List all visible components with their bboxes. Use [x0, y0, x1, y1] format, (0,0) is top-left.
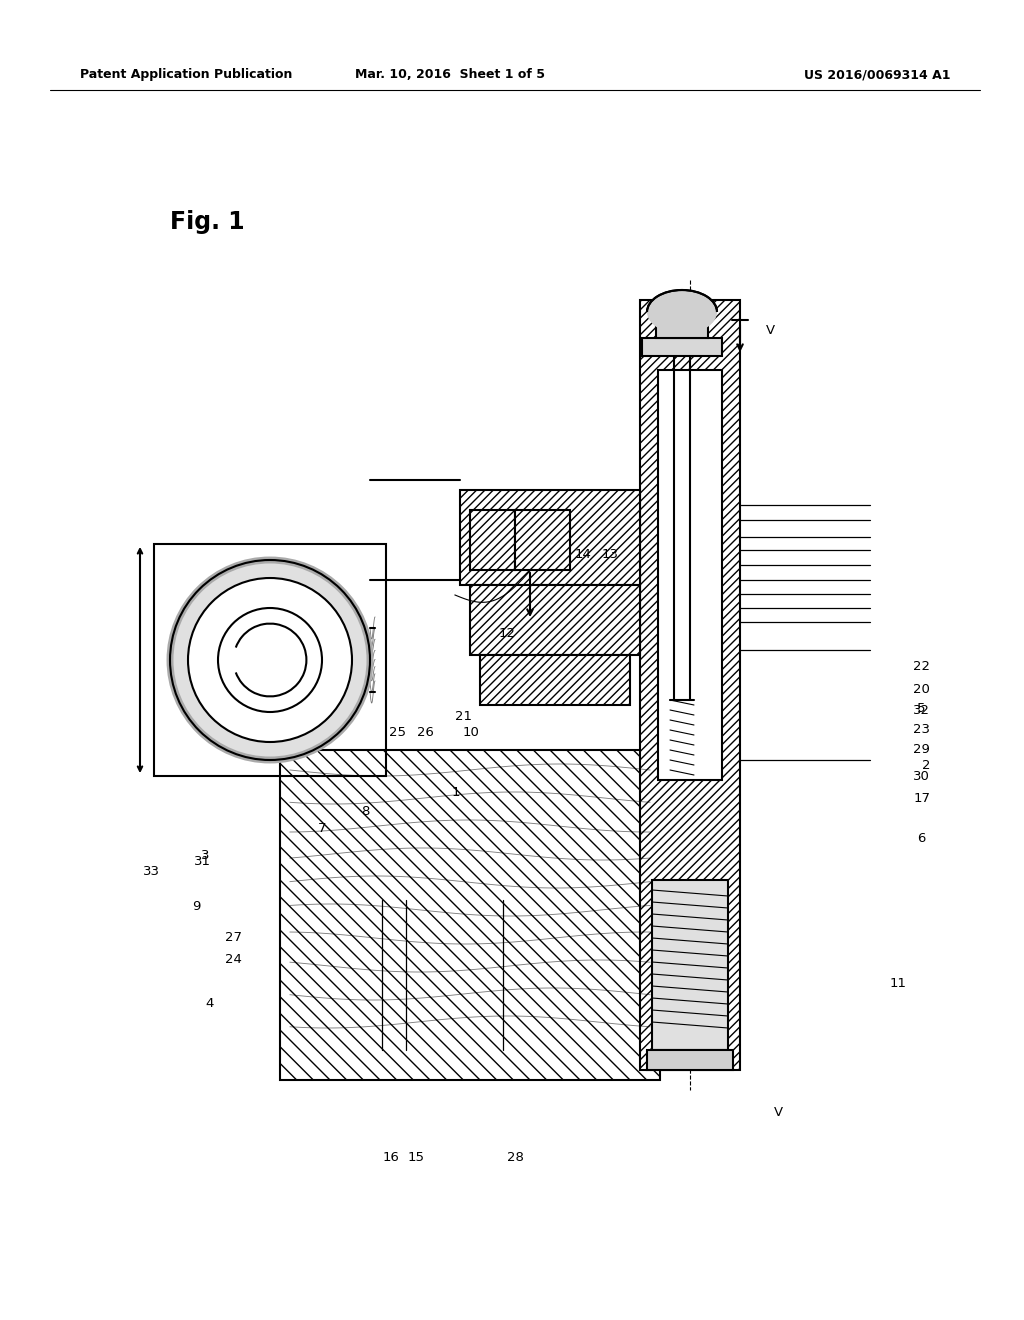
Text: 6: 6 — [918, 832, 926, 845]
Bar — [658, 370, 722, 780]
Text: 22: 22 — [913, 660, 930, 673]
Bar — [280, 750, 660, 1080]
Text: 2: 2 — [923, 759, 931, 772]
Text: 23: 23 — [913, 723, 930, 737]
Text: Patent Application Publication: Patent Application Publication — [80, 69, 293, 81]
Circle shape — [188, 578, 352, 742]
Text: 27: 27 — [225, 931, 242, 944]
Bar — [480, 655, 630, 705]
Text: 9: 9 — [193, 900, 201, 913]
Text: Mar. 10, 2016  Sheet 1 of 5: Mar. 10, 2016 Sheet 1 of 5 — [355, 69, 545, 81]
Text: 26: 26 — [417, 726, 433, 739]
Circle shape — [218, 609, 322, 711]
Bar — [154, 544, 386, 776]
Ellipse shape — [647, 290, 717, 334]
Text: 28: 28 — [507, 1151, 523, 1164]
Text: 32: 32 — [913, 704, 930, 717]
Text: 3: 3 — [201, 849, 209, 862]
Bar — [515, 510, 570, 570]
Bar — [647, 1049, 733, 1071]
Text: 11: 11 — [890, 977, 906, 990]
Text: 14: 14 — [574, 548, 591, 561]
Bar — [470, 585, 640, 655]
Text: 20: 20 — [913, 682, 930, 696]
Bar — [460, 490, 640, 585]
Text: 24: 24 — [225, 953, 242, 966]
Bar — [640, 300, 740, 1071]
Text: 12: 12 — [499, 627, 515, 640]
Text: 4: 4 — [206, 997, 214, 1010]
Text: 7: 7 — [318, 822, 327, 836]
Text: 33: 33 — [143, 865, 160, 878]
Text: 8: 8 — [361, 805, 370, 818]
Text: 13: 13 — [602, 548, 618, 561]
Text: 31: 31 — [195, 855, 211, 869]
Bar — [656, 310, 708, 338]
Text: 30: 30 — [913, 770, 930, 783]
Bar — [470, 510, 515, 570]
Text: 17: 17 — [913, 792, 930, 805]
Text: 10: 10 — [463, 726, 479, 739]
Text: 16: 16 — [383, 1151, 399, 1164]
Text: 29: 29 — [913, 743, 930, 756]
Text: Fig. 1: Fig. 1 — [170, 210, 245, 234]
Text: 21: 21 — [456, 710, 472, 723]
Text: US 2016/0069314 A1: US 2016/0069314 A1 — [804, 69, 950, 81]
Bar — [642, 338, 722, 356]
Text: V: V — [774, 1106, 782, 1119]
Text: 15: 15 — [408, 1151, 424, 1164]
Bar — [652, 880, 728, 1049]
Text: 1: 1 — [452, 785, 460, 799]
Text: V: V — [765, 323, 774, 337]
Text: 25: 25 — [389, 726, 406, 739]
Text: 5: 5 — [918, 702, 926, 715]
Circle shape — [170, 560, 370, 760]
